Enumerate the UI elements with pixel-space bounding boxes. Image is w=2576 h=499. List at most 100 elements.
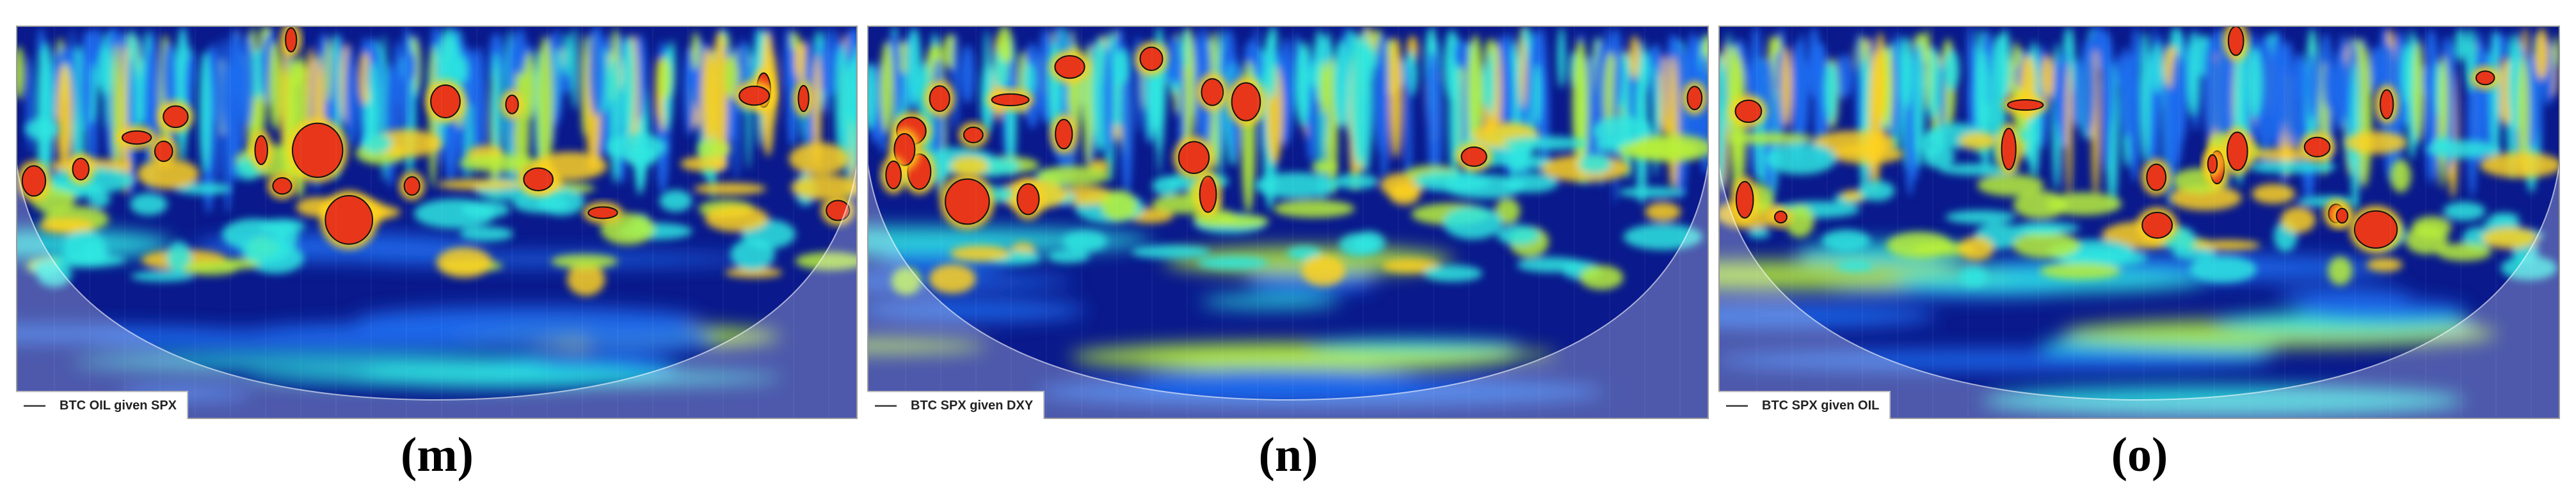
streak bbox=[112, 42, 122, 181]
blob bbox=[2328, 256, 2353, 285]
streak bbox=[1925, 28, 1931, 111]
peak-region bbox=[2146, 163, 2167, 191]
streak bbox=[1389, 37, 1402, 159]
streak bbox=[1267, 43, 1277, 100]
streak bbox=[1285, 61, 1295, 122]
streak bbox=[1777, 63, 1783, 152]
peak-region bbox=[2335, 207, 2349, 224]
peak-region bbox=[885, 160, 902, 189]
low-frequency-bands bbox=[1718, 241, 2497, 416]
peak-region bbox=[588, 206, 618, 219]
blob bbox=[2013, 191, 2068, 219]
streak bbox=[1781, 47, 1792, 127]
peak-region bbox=[121, 130, 152, 145]
blob bbox=[1764, 143, 1837, 175]
blob bbox=[1503, 136, 1588, 150]
blob bbox=[1618, 187, 1686, 198]
streak bbox=[2439, 56, 2449, 145]
streak bbox=[492, 52, 500, 154]
legend-label-o: BTC SPX given OIL bbox=[1762, 398, 1880, 413]
blob bbox=[680, 156, 728, 171]
streak bbox=[813, 55, 821, 170]
blob bbox=[1423, 265, 1483, 282]
blob bbox=[659, 189, 692, 212]
blob bbox=[1516, 257, 1586, 273]
band bbox=[1718, 303, 1937, 328]
streak bbox=[1320, 61, 1329, 115]
streak bbox=[2323, 61, 2334, 109]
cone-of-influence bbox=[1718, 26, 2560, 419]
peak-region bbox=[2380, 89, 2394, 120]
band bbox=[1036, 377, 1605, 407]
streak bbox=[1557, 27, 1565, 88]
streak bbox=[1668, 56, 1679, 193]
streak bbox=[712, 30, 728, 172]
streak bbox=[1898, 36, 1913, 109]
streak bbox=[2370, 45, 2377, 95]
grid bbox=[1756, 26, 2532, 419]
streak bbox=[2401, 44, 2414, 105]
caption-o: (o) bbox=[2111, 428, 2168, 482]
streak bbox=[1187, 28, 1193, 77]
cone-of-influence bbox=[16, 26, 858, 419]
mid-scale-blobs bbox=[25, 118, 858, 296]
streak bbox=[2413, 42, 2424, 142]
blob bbox=[2436, 242, 2492, 261]
streak bbox=[459, 56, 468, 83]
peak-region bbox=[72, 157, 90, 181]
significance-regions bbox=[1730, 26, 2500, 253]
blob bbox=[1959, 266, 1988, 287]
streak bbox=[1114, 49, 1129, 84]
blob bbox=[2426, 140, 2500, 159]
peak-region bbox=[991, 93, 1030, 107]
streak bbox=[269, 40, 282, 131]
streak bbox=[1976, 50, 1990, 134]
band bbox=[1200, 294, 1340, 308]
streak bbox=[563, 33, 572, 77]
peak-region bbox=[1139, 46, 1164, 71]
blob bbox=[1939, 163, 2018, 176]
streak bbox=[2170, 51, 2184, 164]
streak bbox=[1629, 35, 1640, 79]
streak bbox=[2247, 47, 2262, 119]
streak bbox=[898, 40, 909, 74]
blob bbox=[513, 194, 570, 213]
streak bbox=[2140, 31, 2151, 161]
streak bbox=[1103, 44, 1114, 155]
wavelet-plot-m bbox=[16, 26, 858, 419]
blob bbox=[25, 118, 59, 140]
blob bbox=[460, 226, 514, 242]
streak bbox=[612, 28, 619, 62]
blob bbox=[1132, 244, 1211, 259]
streak bbox=[658, 57, 671, 100]
streak bbox=[2426, 29, 2436, 66]
streak bbox=[1791, 41, 1807, 107]
blob bbox=[705, 205, 769, 232]
streak bbox=[2535, 28, 2548, 80]
streak bbox=[1482, 62, 1489, 109]
streak bbox=[952, 34, 959, 129]
cone-boundary bbox=[867, 159, 1709, 401]
blob bbox=[1333, 173, 1379, 189]
streak bbox=[724, 54, 739, 99]
streak bbox=[98, 44, 113, 97]
peak-region bbox=[163, 105, 189, 129]
streak bbox=[2127, 51, 2139, 100]
blob bbox=[1785, 205, 1814, 237]
blob bbox=[63, 231, 106, 264]
streak bbox=[2422, 63, 2433, 100]
low-frequency-bands bbox=[16, 229, 781, 400]
streak bbox=[1533, 63, 1541, 125]
wavelet-plot-o bbox=[1718, 26, 2560, 419]
streak bbox=[1763, 59, 1776, 202]
streak bbox=[1967, 26, 1974, 83]
blob bbox=[724, 267, 783, 278]
blob bbox=[2480, 152, 2560, 178]
blob bbox=[459, 154, 540, 172]
streak bbox=[2273, 61, 2286, 142]
panel-o: BTC SPX given OIL bbox=[1718, 26, 2560, 419]
plot-frame bbox=[16, 26, 858, 419]
peak-region bbox=[797, 84, 810, 113]
blob bbox=[1273, 200, 1355, 218]
streak bbox=[1809, 52, 1815, 97]
